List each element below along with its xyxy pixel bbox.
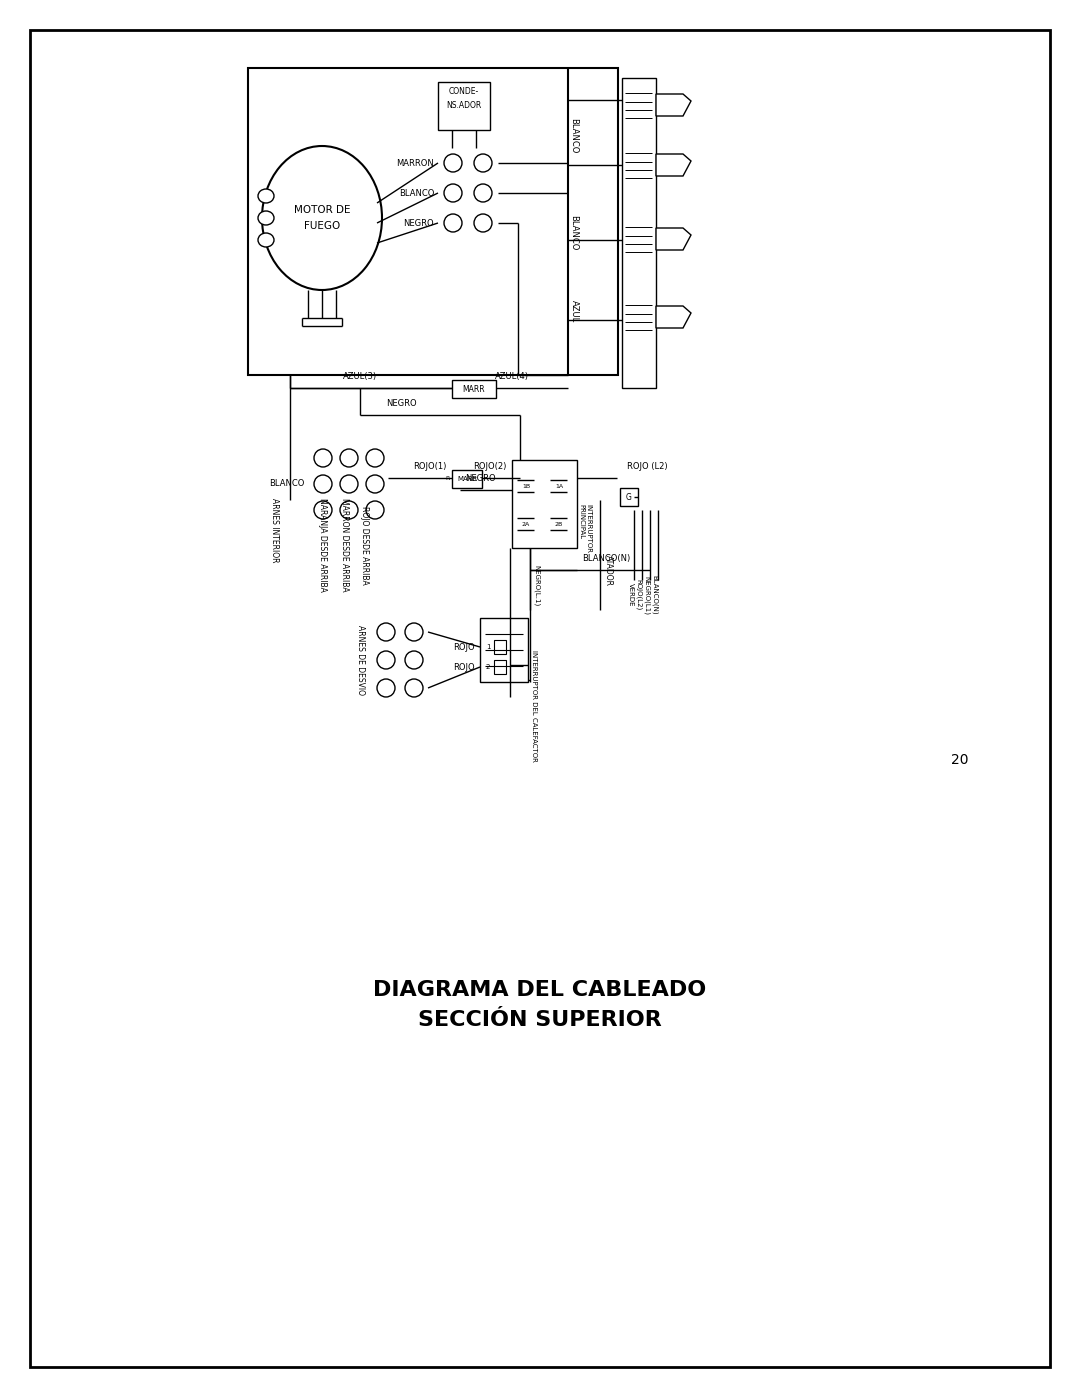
Text: VERDE: VERDE <box>627 584 634 606</box>
Bar <box>494 659 507 673</box>
Text: BLANCO: BLANCO <box>399 189 434 197</box>
Circle shape <box>314 448 332 467</box>
Text: NEGRO: NEGRO <box>403 218 434 228</box>
Circle shape <box>314 502 332 520</box>
Text: NARANJA DESDE ARRIBA: NARANJA DESDE ARRIBA <box>319 499 327 592</box>
Text: BLANCO: BLANCO <box>569 117 579 154</box>
Polygon shape <box>656 154 691 176</box>
Circle shape <box>405 679 423 697</box>
Text: ARNES DE DESVIO: ARNES DE DESVIO <box>355 624 365 694</box>
Circle shape <box>444 184 462 203</box>
Circle shape <box>377 623 395 641</box>
Polygon shape <box>656 306 691 328</box>
Text: NEGRO: NEGRO <box>464 474 496 483</box>
Text: INTERRUPTOR DEL CALEFACTOR: INTERRUPTOR DEL CALEFACTOR <box>531 650 537 761</box>
Text: ARNES INTERIOR: ARNES INTERIOR <box>270 497 280 562</box>
Text: MARRON: MARRON <box>396 158 434 168</box>
Text: 1A: 1A <box>555 483 563 489</box>
Text: NEGRO(L.1): NEGRO(L.1) <box>534 564 540 606</box>
Text: MARRON DESDE ARRIBA: MARRON DESDE ARRIBA <box>339 499 349 592</box>
Text: NEGRO: NEGRO <box>386 400 417 408</box>
Bar <box>512 460 577 548</box>
Text: AZUL: AZUL <box>569 300 579 323</box>
Circle shape <box>474 184 492 203</box>
Text: ROJO (L2): ROJO (L2) <box>627 462 667 471</box>
Circle shape <box>366 448 384 467</box>
Text: FUEGO: FUEGO <box>303 221 340 231</box>
Ellipse shape <box>262 147 382 291</box>
Text: 1: 1 <box>486 644 490 650</box>
Text: MOTOR DE: MOTOR DE <box>294 205 350 215</box>
Text: BLANCO: BLANCO <box>569 215 579 250</box>
Text: BLANCO(N): BLANCO(N) <box>651 576 658 615</box>
Text: BLANCO: BLANCO <box>270 479 305 489</box>
Text: SECCIÓN SUPERIOR: SECCIÓN SUPERIOR <box>418 1010 662 1030</box>
Text: AZUL(4): AZUL(4) <box>495 372 529 381</box>
Circle shape <box>405 651 423 669</box>
Text: 2A: 2A <box>522 521 530 527</box>
Text: NEGRO(L1): NEGRO(L1) <box>644 576 650 615</box>
Bar <box>248 68 618 374</box>
Text: 1B: 1B <box>522 483 530 489</box>
Bar <box>453 380 496 398</box>
Text: INTERRUPTOR
PRINCIPAL: INTERRUPTOR PRINCIPAL <box>579 504 592 553</box>
Circle shape <box>340 502 357 520</box>
Bar <box>438 82 490 130</box>
Text: CONDE-: CONDE- <box>449 88 480 96</box>
Text: 20: 20 <box>951 753 969 767</box>
Bar <box>480 617 528 682</box>
Text: AZUL(3): AZUL(3) <box>343 372 377 381</box>
Text: 2: 2 <box>486 664 490 671</box>
Circle shape <box>444 154 462 172</box>
Text: BLANCO(N): BLANCO(N) <box>582 555 631 563</box>
Bar <box>453 469 482 488</box>
Ellipse shape <box>258 211 274 225</box>
Circle shape <box>340 475 357 493</box>
Circle shape <box>377 679 395 697</box>
Text: ROJO(L2): ROJO(L2) <box>635 580 642 610</box>
Text: NS.ADOR: NS.ADOR <box>446 101 482 109</box>
Circle shape <box>366 475 384 493</box>
Text: ROJO: ROJO <box>454 662 475 672</box>
Polygon shape <box>656 94 691 116</box>
Text: ATADOR: ATADOR <box>604 555 612 585</box>
Text: ROJO(1): ROJO(1) <box>414 462 447 471</box>
Ellipse shape <box>258 233 274 247</box>
Bar <box>622 78 656 388</box>
Bar <box>494 640 507 654</box>
Circle shape <box>340 448 357 467</box>
Bar <box>620 488 638 506</box>
Circle shape <box>444 214 462 232</box>
Text: R: R <box>446 476 450 482</box>
Circle shape <box>314 475 332 493</box>
Text: DIAGRAMA DEL CABLEADO: DIAGRAMA DEL CABLEADO <box>374 981 706 1000</box>
Text: G: G <box>626 493 632 502</box>
Circle shape <box>366 502 384 520</box>
Text: MARR: MARR <box>457 476 477 482</box>
Circle shape <box>474 214 492 232</box>
Text: MARR: MARR <box>462 384 485 394</box>
Text: ROJO(2): ROJO(2) <box>473 462 507 471</box>
Text: 2B: 2B <box>555 521 563 527</box>
Polygon shape <box>656 228 691 250</box>
Circle shape <box>474 154 492 172</box>
Circle shape <box>405 623 423 641</box>
Circle shape <box>377 651 395 669</box>
Text: ROJO: ROJO <box>454 643 475 651</box>
Ellipse shape <box>258 189 274 203</box>
Text: ROJO DESDE ARRIBA: ROJO DESDE ARRIBA <box>361 506 369 584</box>
